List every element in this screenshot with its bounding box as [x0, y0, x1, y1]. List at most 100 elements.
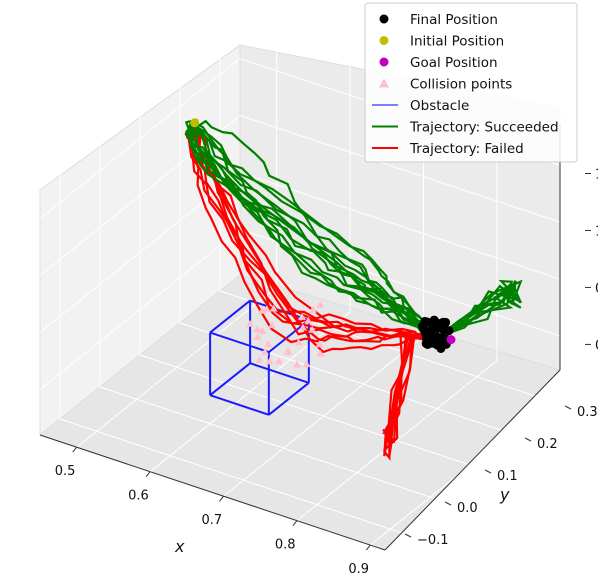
legend-frame — [364, 2, 578, 163]
failed-trajectory — [383, 336, 409, 461]
obstacle-edge — [209, 394, 270, 416]
x-tick-label: 0.6 — [128, 489, 149, 504]
final-position-point — [427, 325, 437, 335]
final-position-point — [422, 335, 432, 345]
z-tick-label: 0.8 — [595, 338, 598, 353]
collision-point — [265, 357, 274, 365]
y-grid-line — [139, 110, 486, 471]
y-tick-mark — [524, 437, 532, 442]
initial-position-point — [190, 118, 200, 128]
collision-point — [283, 346, 292, 354]
obstacle-edge — [268, 382, 310, 416]
collision-point — [304, 316, 313, 324]
collision-point — [316, 349, 325, 357]
obstacle-edge — [249, 299, 310, 322]
x-grid-line — [149, 66, 351, 473]
y-tick-mark — [444, 501, 452, 506]
collision-point — [253, 332, 262, 340]
y-grid-line — [219, 46, 566, 407]
succeeded-trajectory — [437, 281, 517, 339]
legend-label: Trajectory: Failed — [409, 141, 524, 157]
y-grid-line — [179, 78, 526, 439]
collision-point — [316, 301, 325, 309]
succeeded-trajectory — [436, 279, 523, 338]
obstacle-edge — [209, 331, 270, 354]
z-grid-line — [39, 114, 586, 276]
tick-labels: 0.5 0.6 0.7 0.8 0.9 −0.1 0.0 0.1 0.2 0.3 0.8 0.9 1.0… — [55, 167, 598, 577]
obstacle-edge — [249, 362, 310, 384]
collision-point — [302, 360, 311, 368]
legend-label: Final Position — [410, 12, 498, 28]
legend-label: Initial Position — [410, 34, 504, 50]
legend-label: Goal Position — [410, 55, 498, 71]
y-grid-line — [99, 142, 446, 503]
collision-point — [269, 304, 278, 312]
obstacle-edge — [209, 362, 251, 396]
final-position-point — [422, 317, 432, 327]
legend-marker — [379, 14, 389, 24]
x-tick-mark — [292, 520, 298, 526]
succeeded-trajectory — [193, 121, 436, 338]
x-axis-line — [39, 434, 386, 551]
x-tick-mark — [72, 446, 78, 453]
y-axis-line — [384, 369, 561, 551]
y-tick-mark — [404, 533, 412, 538]
x-axis-label: x — [174, 537, 185, 556]
y-tick-label: 0.0 — [457, 501, 478, 516]
x-tick-label: 0.8 — [275, 538, 296, 553]
y-axis-label: y — [499, 485, 510, 504]
legend-marker — [379, 36, 389, 45]
x-tick-mark — [145, 471, 151, 478]
collision-point — [294, 338, 303, 346]
legend-label: Trajectory: Succeeded — [409, 120, 559, 136]
x-tick-label: 0.7 — [202, 513, 223, 528]
z-tick-label: 1.0 — [595, 224, 598, 239]
legend-label: Collision points — [410, 77, 512, 93]
succeeded-trajectory — [196, 119, 439, 339]
succeeded-trajectory — [190, 120, 436, 339]
collision-point — [255, 355, 264, 363]
legend: Final Position Initial Position Goal Posit… — [364, 2, 578, 163]
legend-marker — [379, 78, 389, 88]
collision-point — [258, 306, 267, 314]
y-tick-label: 0.2 — [537, 437, 558, 452]
x-tick-label: 0.5 — [55, 464, 76, 479]
failed-trajectory — [186, 123, 439, 341]
collision-point — [253, 325, 262, 333]
y-tick-mark — [564, 405, 572, 410]
y-tick-label: 0.1 — [497, 469, 518, 484]
collision-point — [246, 319, 255, 327]
collision-point — [274, 357, 283, 365]
goal-position-point — [446, 335, 456, 345]
collision-point — [292, 360, 301, 368]
collision-point — [264, 340, 273, 348]
y-tick-label: −0.1 — [417, 533, 449, 548]
collision-point — [260, 347, 269, 355]
collision-point — [308, 325, 317, 333]
collision-point — [297, 312, 306, 320]
collision-point — [308, 305, 317, 313]
z-tick-label: 0.9 — [595, 281, 598, 296]
collision-point — [298, 323, 307, 331]
y-tick-mark — [484, 469, 492, 474]
collision-point — [268, 321, 277, 329]
collision-point — [315, 340, 324, 348]
collision-point — [258, 327, 267, 335]
succeeded-trajectory — [184, 118, 435, 339]
x-grid-line — [370, 140, 571, 546]
legend-marker — [379, 57, 389, 67]
collision-point — [262, 305, 271, 313]
axes — [39, 125, 591, 551]
x-tick-label: 0.9 — [348, 562, 369, 577]
x-tick-mark — [219, 495, 224, 502]
obstacle-edge — [209, 299, 251, 334]
failed-trajectory — [383, 336, 412, 456]
y-grid-line — [59, 174, 406, 535]
markers — [190, 118, 456, 368]
failed-trajectory — [188, 121, 437, 344]
legend-label: Obstacle — [410, 98, 469, 114]
x-tick-mark — [365, 544, 371, 551]
final-position-point — [432, 332, 442, 342]
x-grid-line — [296, 115, 498, 522]
